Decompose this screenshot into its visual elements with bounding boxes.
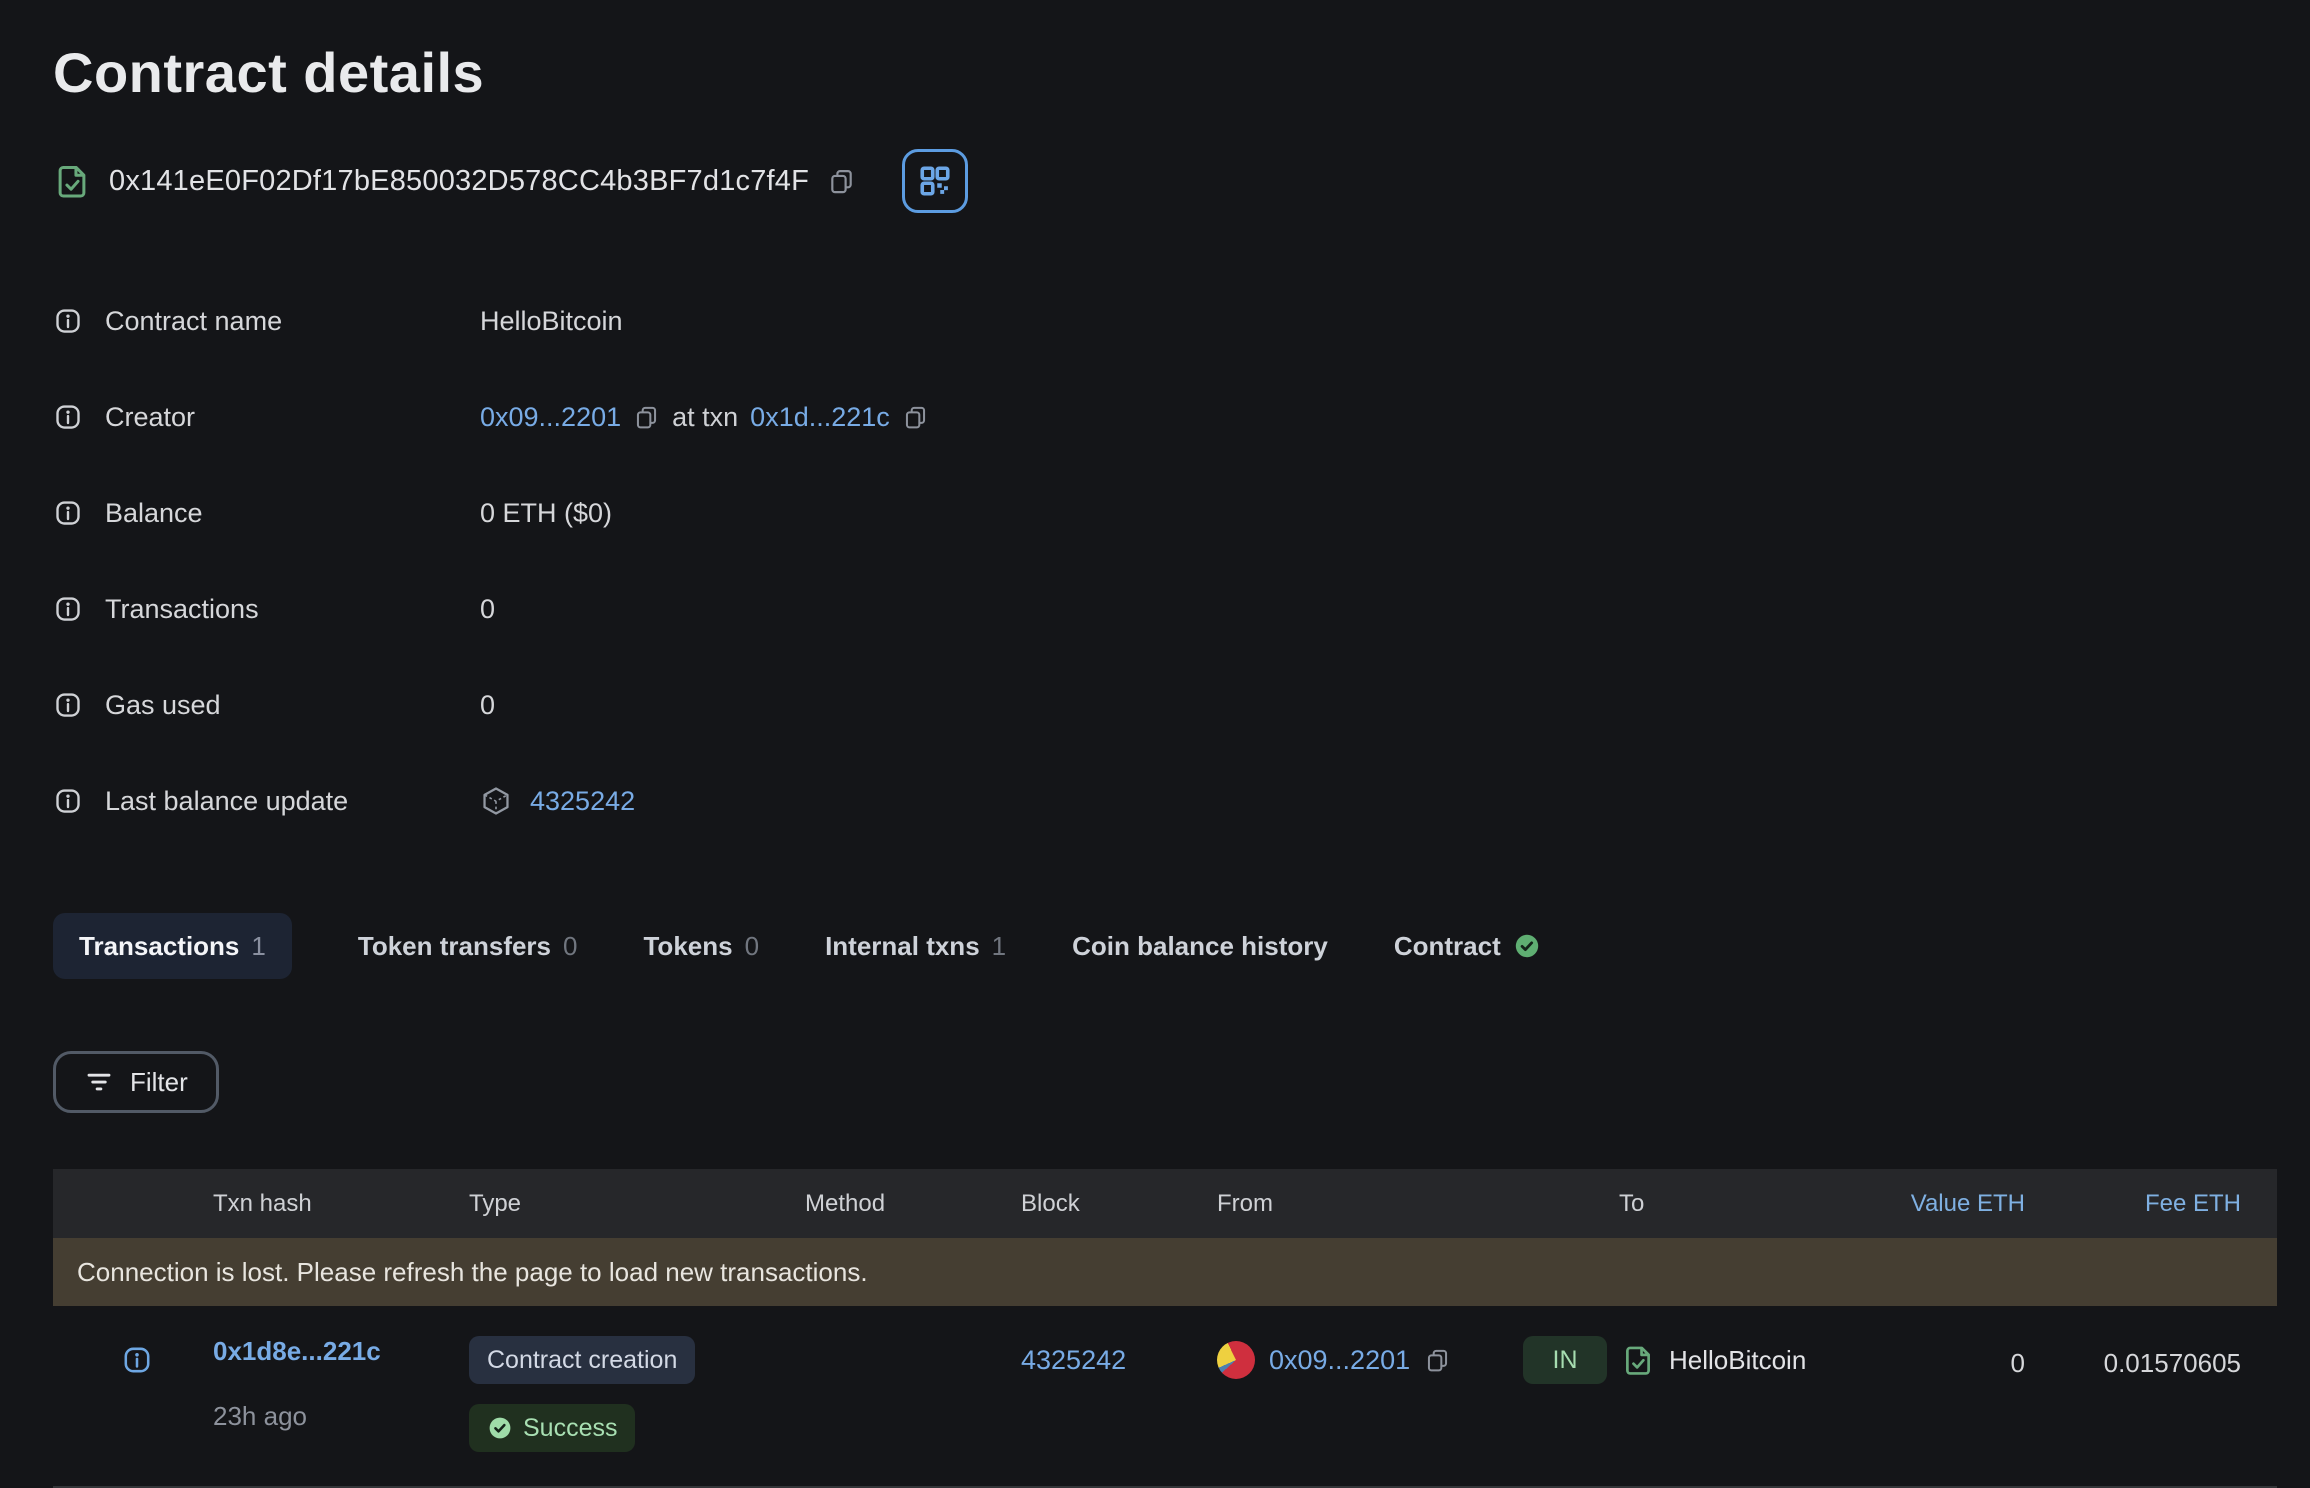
- gas-used-label: Gas used: [105, 689, 221, 720]
- info-icon[interactable]: [53, 306, 83, 336]
- at-txn-label: at txn: [672, 401, 739, 432]
- block-cube-icon: [483, 787, 509, 815]
- last-balance-update-label: Last balance update: [105, 785, 349, 816]
- tab-count: 0: [563, 930, 578, 961]
- to-contract-icon: [1626, 1346, 1650, 1375]
- to-contract-name: HelloBitcoin: [1669, 1344, 1807, 1375]
- contract-info-section: Contract name HelloBitcoin Creator 0x09.…: [53, 273, 2277, 849]
- contract-name-label: Contract name: [105, 305, 283, 336]
- header-to: To: [1619, 1189, 1645, 1217]
- transactions-table: Txn hash Type Method Block From To Value…: [53, 1169, 2277, 1488]
- info-icon[interactable]: [53, 786, 83, 816]
- address-line: 0x141eE0F02Df17bE850032D578CC4b3BF7d1c7f…: [53, 149, 2277, 213]
- info-row-creator: Creator 0x09...2201 at txn 0x1d...221c: [53, 369, 2277, 465]
- header-type: Type: [469, 1189, 522, 1217]
- gas-used-value: 0: [480, 689, 496, 720]
- success-check-icon: [488, 1416, 512, 1440]
- tab-coin-balance-history[interactable]: Coin balance history: [1072, 930, 1328, 961]
- header-block: Block: [1021, 1189, 1080, 1217]
- txn-method-cell: [805, 1336, 1005, 1384]
- txn-block-link[interactable]: 4325242: [1021, 1344, 1127, 1375]
- copy-icon: [905, 406, 925, 428]
- transaction-row: 0x1d8e...221c 23h ago Contract creation …: [53, 1306, 2277, 1488]
- creator-label: Creator: [105, 401, 196, 432]
- filter-label: Filter: [130, 1066, 188, 1097]
- info-row-gas-used: Gas used 0: [53, 657, 2277, 753]
- qr-code-button[interactable]: [902, 149, 969, 213]
- txn-info-icon[interactable]: [121, 1344, 153, 1376]
- info-row-last-balance-update: Last balance update 4325242: [53, 753, 2277, 849]
- verified-check-icon: [1514, 933, 1540, 959]
- copy-icon: [1428, 1349, 1448, 1371]
- header-from: From: [1217, 1189, 1273, 1217]
- tab-transactions[interactable]: Transactions 1: [53, 913, 292, 979]
- transactions-label: Transactions: [105, 593, 259, 624]
- direction-badge: IN: [1523, 1336, 1607, 1384]
- tab-count: 1: [991, 930, 1007, 961]
- txn-hash-link[interactable]: 0x1d8e...221c: [213, 1336, 381, 1366]
- last-update-block-link[interactable]: 4325242: [530, 785, 636, 816]
- txn-value: 0: [2010, 1347, 2025, 1378]
- connection-lost-alert: Connection is lost. Please refresh the p…: [53, 1238, 2277, 1306]
- creation-txn-link[interactable]: 0x1d...221c: [750, 401, 890, 432]
- transactions-value: 0: [480, 593, 496, 624]
- table-header-row: Txn hash Type Method Block From To Value…: [53, 1169, 2277, 1238]
- from-address-link[interactable]: 0x09...2201: [1269, 1344, 1411, 1375]
- info-icon[interactable]: [53, 594, 83, 624]
- from-address-avatar: [1217, 1341, 1255, 1379]
- copy-address-button[interactable]: [827, 167, 856, 196]
- copy-icon: [831, 169, 852, 193]
- tab-count: 1: [251, 930, 266, 961]
- filter-icon: [87, 1073, 111, 1091]
- qr-code-icon: [920, 166, 950, 196]
- tab-token-transfers[interactable]: Token transfers 0: [357, 930, 578, 961]
- tab-count: 0: [744, 930, 760, 961]
- balance-value: 0 ETH ($0): [480, 497, 613, 528]
- info-row-balance: Balance 0 ETH ($0): [53, 465, 2277, 561]
- txn-age: 23h ago: [213, 1401, 307, 1431]
- txn-fee: 0.01570605: [2103, 1347, 2241, 1378]
- txn-status-badge: Success: [469, 1404, 636, 1452]
- copy-from-address-button[interactable]: [1424, 1347, 1451, 1374]
- creator-address-link[interactable]: 0x09...2201: [480, 401, 622, 432]
- header-fee-eth[interactable]: Fee ETH: [2144, 1189, 2241, 1217]
- header-method: Method: [805, 1189, 886, 1217]
- txn-type-badge: Contract creation: [469, 1336, 696, 1384]
- copy-creation-txn-button[interactable]: [902, 404, 929, 431]
- contract-address: 0x141eE0F02Df17bE850032D578CC4b3BF7d1c7f…: [109, 164, 810, 197]
- info-icon[interactable]: [53, 498, 83, 528]
- header-txn-hash: Txn hash: [213, 1189, 312, 1217]
- tab-tokens[interactable]: Tokens 0: [643, 930, 760, 961]
- copy-creator-address-button[interactable]: [633, 404, 660, 431]
- tab-internal-txns[interactable]: Internal txns 1: [825, 930, 1007, 961]
- info-row-contract-name: Contract name HelloBitcoin: [53, 273, 2277, 369]
- info-icon[interactable]: [53, 402, 83, 432]
- header-value-eth[interactable]: Value ETH: [1910, 1189, 2025, 1217]
- contract-name-value: HelloBitcoin: [480, 305, 623, 336]
- info-row-transactions: Transactions 0: [53, 561, 2277, 657]
- contract-doc-icon: [58, 166, 86, 198]
- page-title: Contract details: [53, 41, 485, 104]
- tab-bar: Transactions 1 Token transfers 0 Tokens 0 I…: [53, 913, 2277, 979]
- copy-icon: [637, 406, 657, 428]
- filter-button[interactable]: Filter: [53, 1051, 219, 1113]
- tab-contract[interactable]: Contract: [1394, 931, 1541, 962]
- info-icon[interactable]: [53, 690, 83, 720]
- balance-label: Balance: [105, 497, 203, 528]
